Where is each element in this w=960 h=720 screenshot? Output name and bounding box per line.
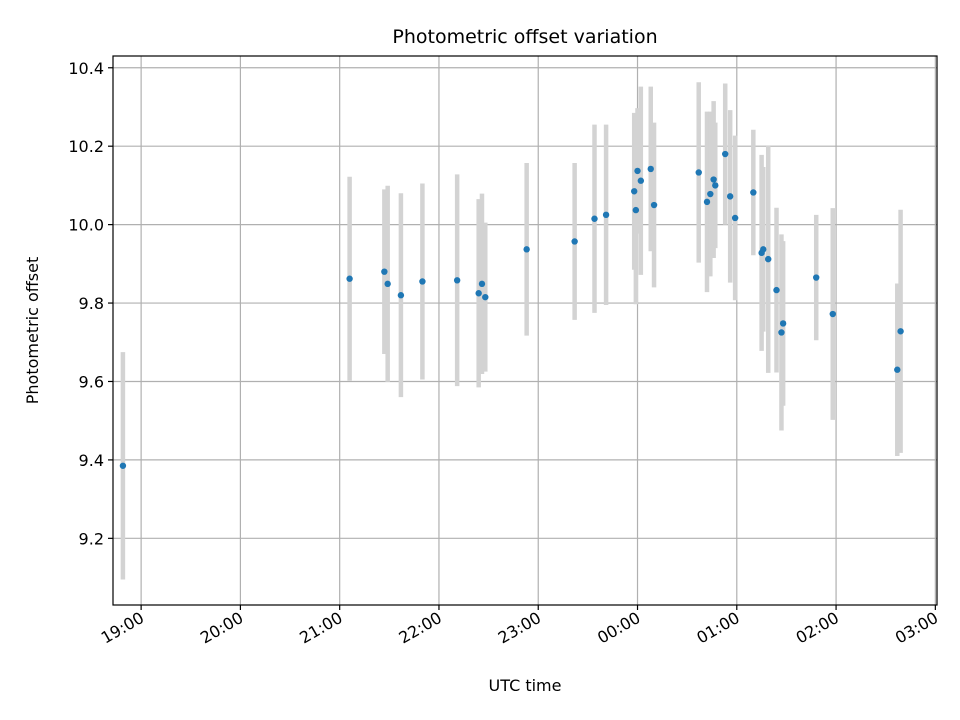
data-point [773, 286, 780, 294]
data-point [710, 176, 717, 183]
x-axis-label: UTC time [489, 676, 562, 695]
data-point [591, 215, 598, 222]
plot-frame [112, 55, 938, 606]
data-point [829, 310, 836, 318]
data-point [397, 292, 405, 299]
data-point [602, 211, 610, 219]
data-point [453, 277, 461, 284]
y-tick-label: 9.4 [79, 451, 104, 470]
data-point [631, 188, 638, 195]
data-point [482, 293, 489, 301]
y-tick-label: 10.4 [68, 59, 104, 78]
data-point [765, 255, 772, 263]
data-point [419, 278, 426, 285]
data-point [707, 190, 714, 198]
data-points [119, 150, 904, 469]
data-point [750, 189, 757, 196]
chart-title: Photometric offset variation [392, 26, 657, 48]
data-point [384, 280, 391, 288]
data-point [779, 320, 787, 327]
data-point [475, 290, 482, 297]
data-point [523, 246, 530, 253]
data-point [381, 268, 388, 275]
data-point [637, 177, 645, 184]
y-axis-label: Photometric offset [23, 257, 42, 405]
data-point [813, 274, 820, 281]
data-point [894, 366, 901, 373]
data-point [731, 214, 739, 222]
data-point [650, 201, 658, 209]
data-point [478, 280, 486, 288]
data-point [119, 462, 127, 469]
data-point [703, 198, 711, 206]
data-point [695, 169, 702, 176]
y-tick-label: 9.8 [79, 294, 104, 313]
data-point [897, 328, 904, 335]
data-point [726, 193, 734, 200]
data-point [346, 275, 353, 282]
data-point [760, 246, 767, 253]
data-point [778, 329, 785, 336]
y-tick-label: 9.6 [79, 372, 104, 391]
y-tick-label: 10.2 [68, 137, 104, 156]
y-tick-label: 10.0 [68, 216, 104, 235]
data-point [712, 182, 719, 189]
data-point [722, 150, 729, 158]
data-point [571, 238, 578, 245]
data-point [634, 167, 641, 175]
data-point [632, 206, 640, 214]
data-point [647, 165, 654, 173]
y-tick-label: 9.2 [79, 529, 104, 548]
